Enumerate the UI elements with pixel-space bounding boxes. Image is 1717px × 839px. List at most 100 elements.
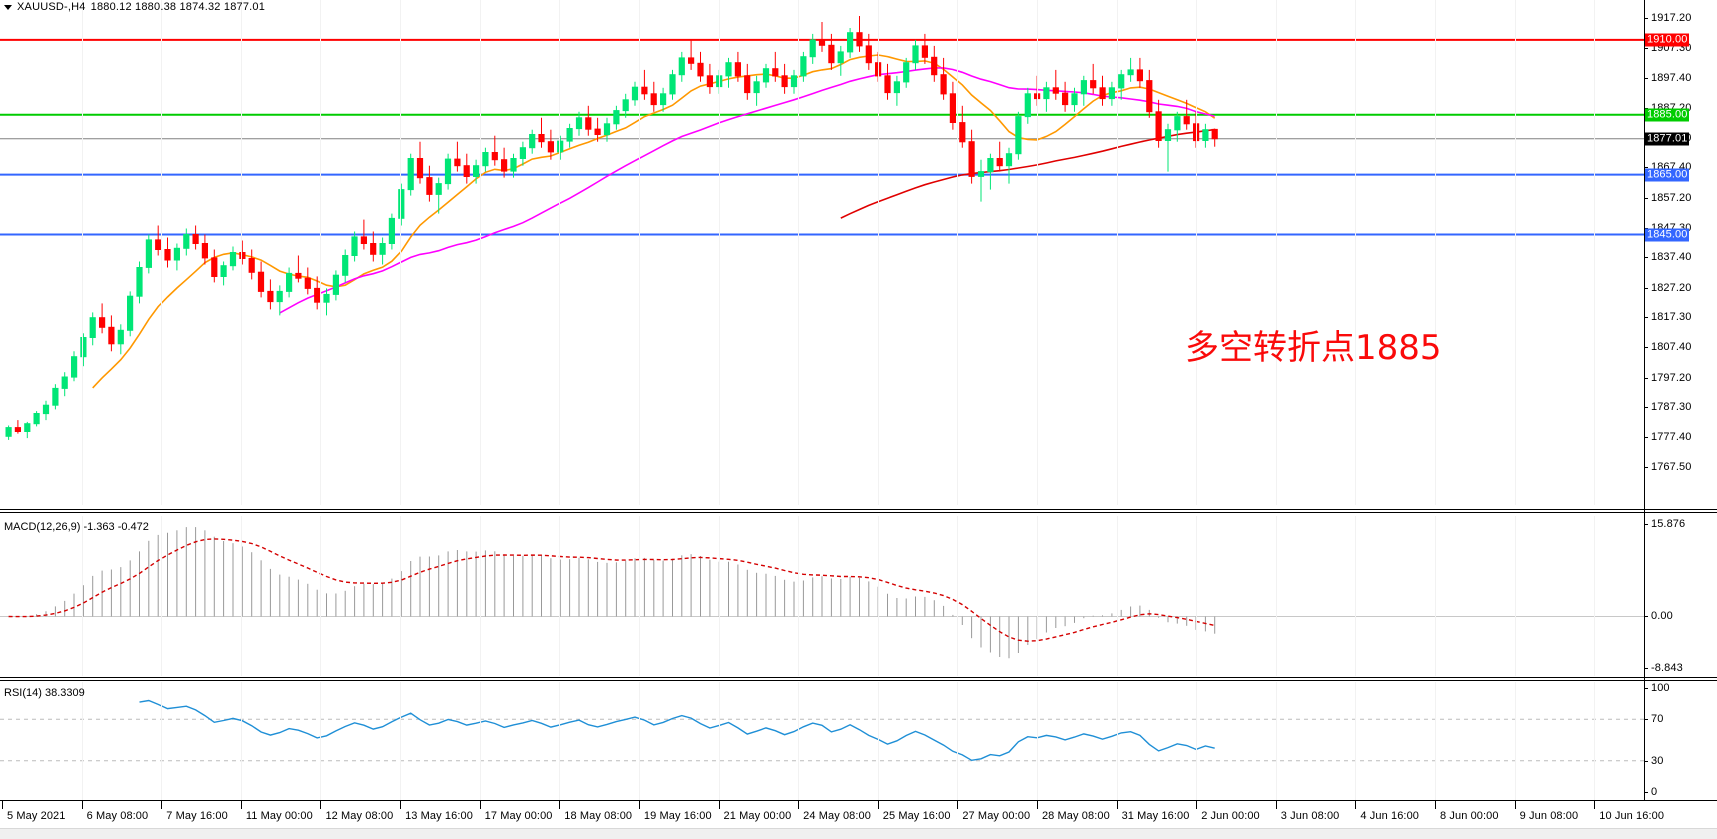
price-candles-svg (0, 16, 1644, 440)
price-axis-label: 1917.20 (1651, 12, 1692, 25)
candle (501, 147, 508, 178)
price-tag[interactable]: 1877.01 (1645, 132, 1690, 146)
rsi-label: RSI(14) 38.3309 (4, 687, 85, 699)
candle (903, 57, 910, 88)
macd-panel[interactable] (0, 516, 1717, 676)
time-axis-label: 24 May 08:00 (803, 810, 871, 822)
vertical-gridline (320, 516, 322, 676)
price-axis-tick (1644, 18, 1648, 20)
candle (538, 117, 545, 148)
time-axis-label: 9 Jun 08:00 (1519, 810, 1579, 822)
rsi-axis[interactable]: 100 70 30 0 (1644, 682, 1717, 800)
vertical-gridline (400, 682, 402, 800)
vertical-gridline (1196, 0, 1198, 505)
price-axis-label: 1827.20 (1651, 281, 1692, 294)
candle (370, 231, 377, 262)
candle (678, 51, 685, 82)
moving-average-line (840, 128, 1215, 219)
vertical-gridline (479, 0, 481, 505)
vertical-gridline (320, 682, 322, 800)
vertical-gridline (240, 516, 242, 676)
macd-axis-label: -8.843 (1651, 662, 1683, 674)
vertical-gridline (1275, 0, 1277, 505)
vertical-gridline (1116, 682, 1118, 800)
vertical-gridline (798, 516, 800, 676)
ohlc-values: 1880.12 1880.38 1874.32 1877.01 (90, 1, 266, 13)
rsi-plot-area[interactable] (0, 682, 1644, 800)
vertical-gridline (161, 0, 163, 505)
price-plot-area[interactable] (0, 0, 1644, 505)
time-axis-label: 31 May 16:00 (1121, 810, 1190, 822)
vertical-gridline (718, 0, 720, 505)
vertical-gridline (400, 0, 402, 505)
price-axis-label: 1807.40 (1651, 341, 1692, 354)
time-axis-label: 3 Jun 08:00 (1280, 810, 1340, 822)
vertical-gridline (1514, 682, 1516, 800)
rsi-axis-tick (1644, 719, 1648, 721)
vertical-gridline (1196, 516, 1198, 676)
candle (781, 63, 788, 94)
price-tag[interactable]: 1885.00 (1645, 108, 1690, 122)
macd-signal-line (8, 538, 1215, 642)
time-axis-separator (320, 800, 322, 809)
vertical-gridline (240, 682, 242, 800)
time-axis-label: 21 May 00:00 (723, 810, 792, 822)
vertical-gridline (638, 516, 640, 676)
vertical-gridline (638, 682, 640, 800)
price-axis-tick (1644, 257, 1648, 259)
candle (454, 141, 461, 172)
candle (127, 291, 134, 337)
rsi-panel[interactable] (0, 682, 1717, 800)
candle (1211, 128, 1218, 147)
price-axis-tick (1644, 436, 1648, 438)
vertical-gridline (1196, 682, 1198, 800)
vertical-gridline (161, 682, 163, 800)
vertical-gridline (559, 0, 561, 505)
candle (398, 183, 405, 226)
candle (426, 165, 433, 202)
candle (229, 246, 237, 271)
price-axis-label: 1787.30 (1651, 401, 1692, 414)
panel-divider-1b (0, 512, 1717, 513)
price-axis-tick (1644, 317, 1648, 319)
price-axis-label: 1797.20 (1651, 371, 1692, 384)
vertical-gridline (957, 516, 959, 676)
candle (192, 225, 199, 250)
vertical-gridline (479, 682, 481, 800)
macd-axis-tick (1644, 616, 1648, 618)
vertical-gridline (1036, 516, 1038, 676)
price-panel[interactable] (0, 0, 1717, 505)
candle (1146, 69, 1153, 118)
candle (71, 351, 78, 382)
price-axis-label: 1817.30 (1651, 311, 1692, 324)
price-tag[interactable]: 1865.00 (1645, 168, 1690, 182)
macd-axis[interactable]: 15.876 0.00 -8.843 (1644, 516, 1717, 676)
panel-divider-1 (0, 509, 1717, 510)
price-axis-tick (1644, 77, 1648, 79)
candle (444, 153, 452, 190)
candle (613, 105, 620, 130)
candle (1062, 81, 1069, 112)
candle (1183, 99, 1190, 130)
vertical-gridline (638, 0, 640, 505)
price-tag[interactable]: 1910.00 (1645, 33, 1690, 47)
candle (14, 420, 21, 434)
candle (286, 267, 293, 298)
candle (529, 129, 536, 154)
macd-plot-area[interactable] (0, 516, 1644, 676)
vertical-gridline (1435, 516, 1437, 676)
vertical-gridline (877, 0, 879, 505)
price-tag[interactable]: 1845.00 (1645, 228, 1690, 242)
candle (603, 117, 611, 142)
horizontal-scrollbar[interactable] (0, 828, 1717, 839)
vertical-gridline (1594, 682, 1596, 800)
candle (1005, 147, 1013, 184)
candle (790, 69, 798, 94)
vertical-gridline (559, 516, 561, 676)
price-axis-tick (1644, 347, 1648, 349)
triangle-down-icon[interactable] (4, 4, 12, 10)
candle (1118, 69, 1125, 100)
candle (201, 234, 209, 265)
price-axis-tick (1644, 48, 1648, 49)
candle (762, 63, 770, 88)
